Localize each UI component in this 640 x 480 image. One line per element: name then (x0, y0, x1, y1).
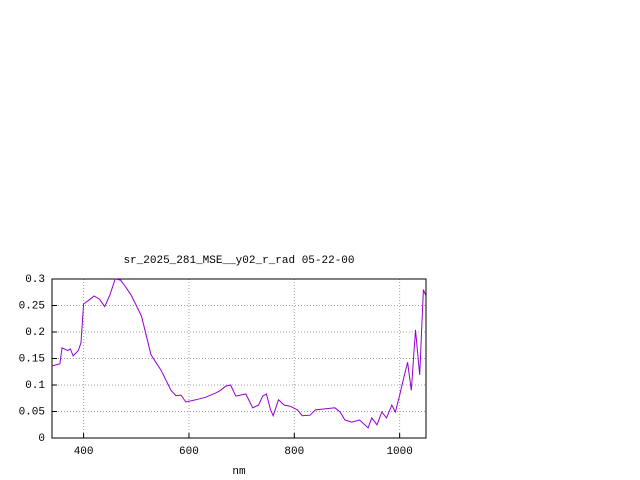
y-tick-label: 0.3 (25, 274, 45, 286)
x-tick-label: 1000 (386, 446, 412, 458)
y-tick-label: 0.25 (19, 300, 45, 312)
chart-title: sr_2025_281_MSE__y02_r_rad 05-22-00 (123, 255, 354, 267)
x-tick-label: 400 (74, 446, 94, 458)
x-tick-label: 600 (179, 446, 199, 458)
x-axis-label: nm (232, 466, 246, 478)
data-line (51, 278, 426, 429)
y-tick-label: 0.1 (25, 380, 45, 392)
y-tick-label: 0.05 (19, 406, 45, 418)
y-tick-label: 0 (38, 433, 45, 445)
y-tick-label: 0.2 (25, 327, 45, 339)
plot-border (51, 278, 427, 439)
y-tick-label: 0.15 (19, 353, 45, 365)
x-tick-label: 800 (284, 446, 304, 458)
